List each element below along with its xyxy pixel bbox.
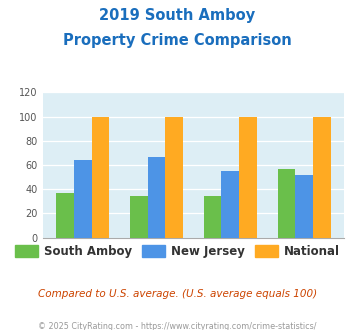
Bar	[148, 156, 165, 238]
Bar	[239, 116, 257, 238]
Text: 2019 South Amboy: 2019 South Amboy	[99, 8, 256, 23]
Bar	[222, 171, 239, 238]
Bar	[130, 196, 148, 238]
Bar	[278, 169, 295, 238]
Legend: South Amboy, New Jersey, National: South Amboy, New Jersey, National	[10, 241, 345, 263]
Bar	[313, 116, 331, 238]
Text: Property Crime Comparison: Property Crime Comparison	[63, 33, 292, 48]
Bar	[165, 116, 183, 238]
Text: Compared to U.S. average. (U.S. average equals 100): Compared to U.S. average. (U.S. average …	[38, 289, 317, 299]
Bar	[92, 116, 109, 238]
Bar	[74, 160, 92, 238]
Text: © 2025 CityRating.com - https://www.cityrating.com/crime-statistics/: © 2025 CityRating.com - https://www.city…	[38, 322, 317, 330]
Bar	[204, 196, 222, 238]
Bar	[295, 175, 313, 238]
Bar	[56, 193, 74, 238]
